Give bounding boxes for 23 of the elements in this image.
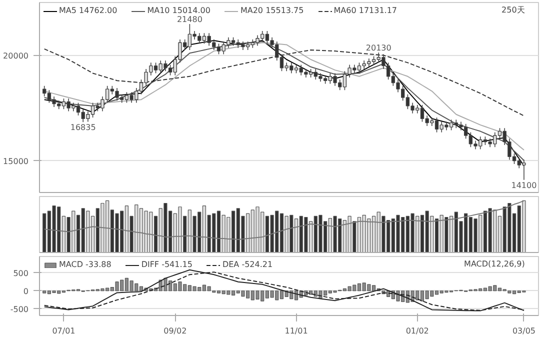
legend-label: MA60 17131.17 <box>334 6 398 15</box>
annotation: 16835 <box>70 123 96 132</box>
annotation: 250天 <box>502 6 525 14</box>
legend-label: DEA -524.21 <box>222 260 273 269</box>
legend-label: MACD -33.88 <box>59 260 112 269</box>
x-tick-label: 09/02 <box>164 326 187 336</box>
y-tick-label: 15000 <box>3 156 29 166</box>
y-tick-label: 20000 <box>3 51 29 60</box>
x-tick-label: 07/01 <box>52 326 76 336</box>
annotation: 20130 <box>366 44 392 53</box>
legend-label: MA10 15014.00 <box>147 6 210 15</box>
annotation: 21480 <box>176 15 202 24</box>
y-tick-label: -500 <box>10 304 28 314</box>
annotation: 14100 <box>511 180 537 190</box>
annotation: MACD(12,26,9) <box>464 260 525 268</box>
x-tick-label: 01/02 <box>406 326 429 336</box>
y-tick-label: 500 <box>13 268 29 278</box>
y-tick-label: 0 <box>23 286 29 296</box>
x-tick-label: 03/05 <box>512 326 536 336</box>
legend-label: MA20 15513.75 <box>240 6 304 15</box>
legend-label: MA5 14762.00 <box>59 6 118 15</box>
x-tick-label: 11/01 <box>284 326 308 336</box>
legend-label: DIFF -541.15 <box>141 260 192 269</box>
